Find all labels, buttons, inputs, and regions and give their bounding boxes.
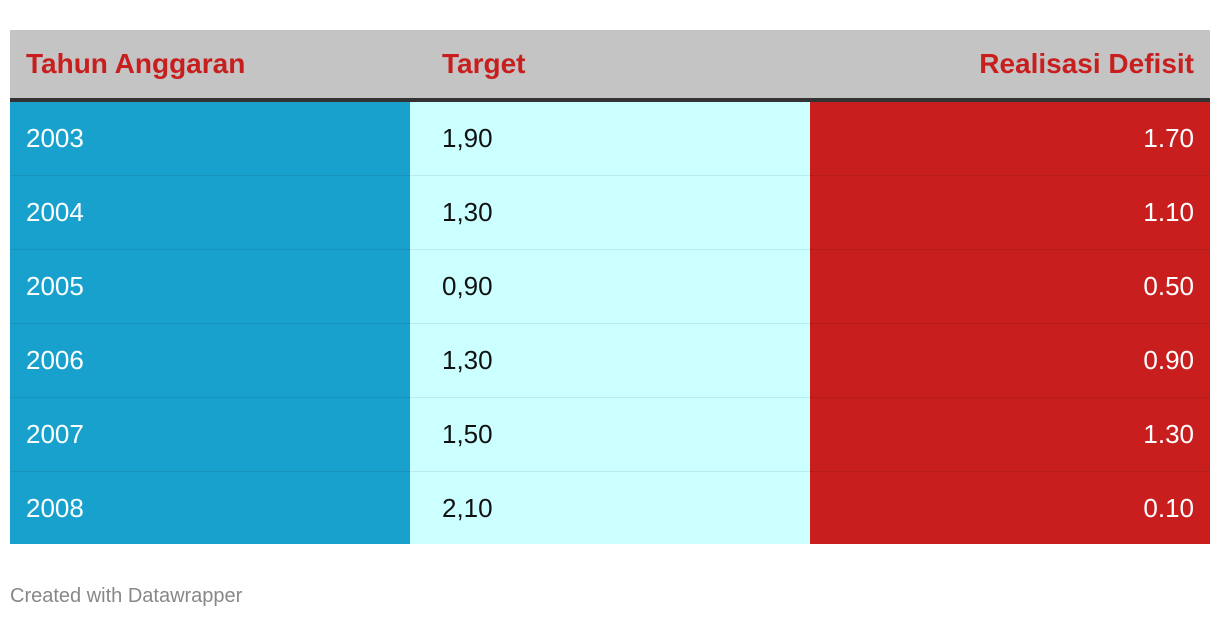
- cell-target: 1,90: [410, 100, 810, 176]
- table-row: 2008 2,10 0.10: [10, 471, 1210, 544]
- cell-tahun: 2006: [10, 323, 410, 398]
- cell-target: 1,30: [410, 323, 810, 398]
- cell-realisasi: 0.50: [810, 249, 1210, 324]
- cell-realisasi: 1.10: [810, 175, 1210, 250]
- cell-realisasi: 1.30: [810, 397, 1210, 472]
- cell-target: 2,10: [410, 471, 810, 544]
- footer-credit: Created with Datawrapper: [10, 585, 243, 607]
- table-row: 2006 1,30 0.90: [10, 323, 1210, 398]
- cell-tahun: 2007: [10, 397, 410, 472]
- cell-realisasi: 1.70: [810, 100, 1210, 176]
- cell-target: 0,90: [410, 249, 810, 324]
- cell-tahun: 2008: [10, 471, 410, 544]
- cell-realisasi: 0.90: [810, 323, 1210, 398]
- data-table: Tahun Anggaran Target Realisasi Defisit …: [10, 30, 1210, 544]
- table-row: 2004 1,30 1.10: [10, 175, 1210, 250]
- cell-realisasi: 0.10: [810, 471, 1210, 544]
- table-row: 2003 1,90 1.70: [10, 100, 1210, 176]
- table-row: 2007 1,50 1.30: [10, 397, 1210, 472]
- header-target: Target: [410, 30, 810, 102]
- cell-target: 1,30: [410, 175, 810, 250]
- header-row: Tahun Anggaran Target Realisasi Defisit: [10, 30, 1210, 102]
- cell-tahun: 2004: [10, 175, 410, 250]
- table-row: 2005 0,90 0.50: [10, 249, 1210, 324]
- header-realisasi: Realisasi Defisit: [810, 30, 1210, 102]
- cell-tahun: 2003: [10, 100, 410, 176]
- cell-target: 1,50: [410, 397, 810, 472]
- header-tahun: Tahun Anggaran: [10, 30, 410, 102]
- cell-tahun: 2005: [10, 249, 410, 324]
